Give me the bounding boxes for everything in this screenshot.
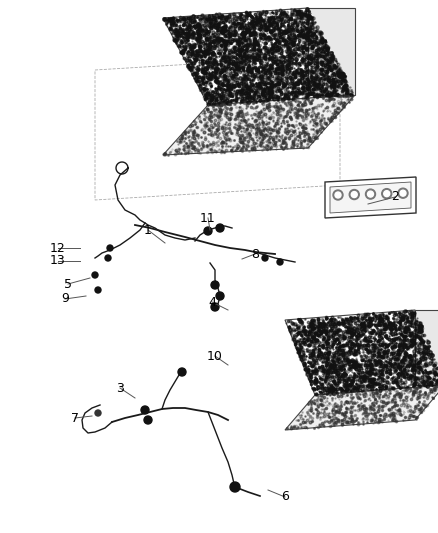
- Circle shape: [367, 191, 374, 197]
- Text: 12: 12: [50, 241, 66, 254]
- Circle shape: [105, 255, 111, 261]
- Text: 9: 9: [61, 293, 69, 305]
- Text: 3: 3: [116, 382, 124, 394]
- Circle shape: [216, 224, 224, 232]
- Circle shape: [144, 416, 152, 424]
- Text: 13: 13: [50, 254, 66, 268]
- Circle shape: [333, 190, 343, 200]
- Polygon shape: [163, 8, 355, 105]
- Text: 11: 11: [200, 212, 216, 224]
- Polygon shape: [330, 182, 411, 213]
- Text: 7: 7: [71, 411, 79, 424]
- Polygon shape: [285, 385, 438, 430]
- Circle shape: [211, 303, 219, 311]
- Circle shape: [141, 406, 149, 414]
- Polygon shape: [415, 310, 438, 385]
- Circle shape: [95, 287, 101, 293]
- Circle shape: [262, 255, 268, 261]
- Polygon shape: [163, 95, 355, 155]
- Text: 1: 1: [144, 223, 152, 237]
- Text: 5: 5: [64, 278, 72, 290]
- Text: 2: 2: [391, 190, 399, 204]
- Circle shape: [400, 190, 406, 196]
- Circle shape: [351, 191, 357, 198]
- Circle shape: [95, 410, 101, 416]
- Circle shape: [398, 188, 408, 198]
- Text: 6: 6: [281, 490, 289, 504]
- Circle shape: [335, 192, 341, 198]
- Text: 8: 8: [251, 247, 259, 261]
- Circle shape: [178, 368, 186, 376]
- Circle shape: [384, 191, 390, 197]
- Polygon shape: [285, 310, 438, 395]
- Polygon shape: [325, 177, 416, 218]
- Circle shape: [349, 190, 359, 199]
- Text: 4: 4: [208, 295, 216, 309]
- Circle shape: [277, 259, 283, 265]
- Circle shape: [216, 292, 224, 300]
- Circle shape: [92, 272, 98, 278]
- Circle shape: [382, 189, 392, 199]
- Text: 10: 10: [207, 350, 223, 362]
- Circle shape: [107, 245, 113, 251]
- Polygon shape: [308, 8, 355, 95]
- Circle shape: [211, 281, 219, 289]
- Circle shape: [365, 189, 375, 199]
- Circle shape: [230, 482, 240, 492]
- Circle shape: [204, 227, 212, 235]
